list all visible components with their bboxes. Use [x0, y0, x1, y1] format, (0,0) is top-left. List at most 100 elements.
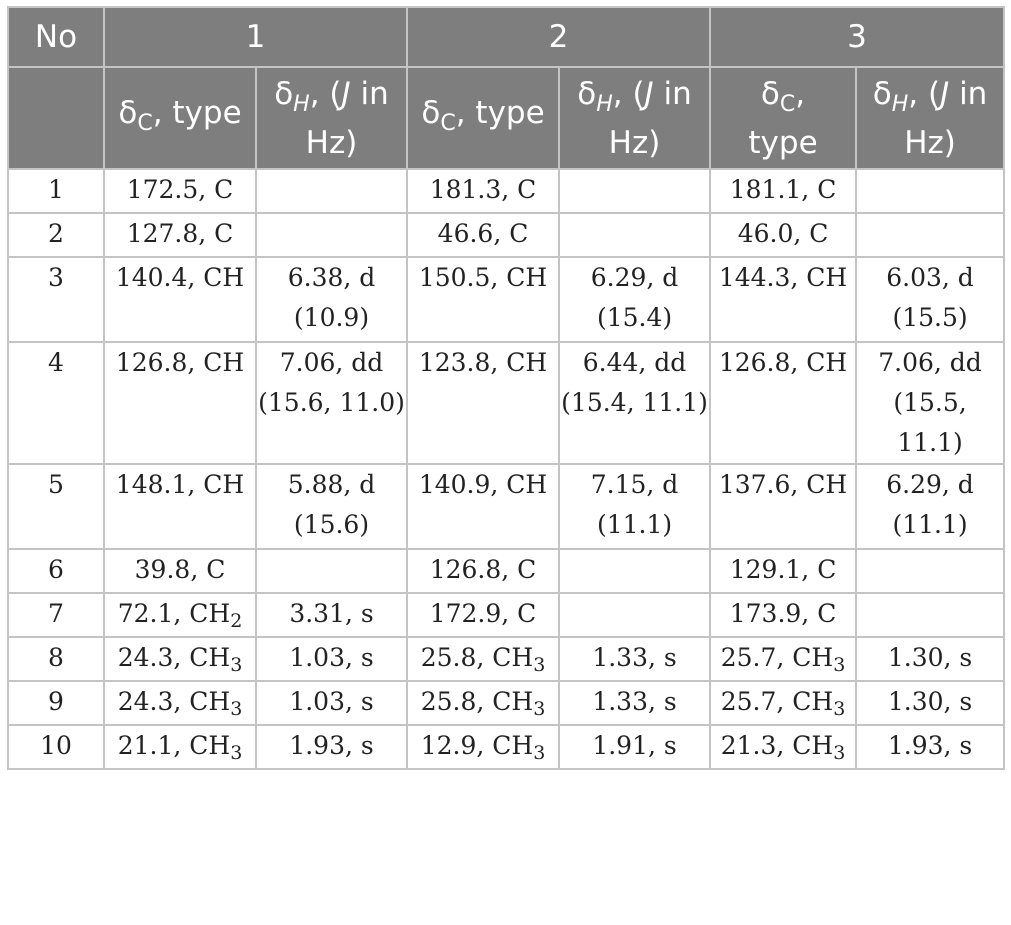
- delta-symbol: δ: [577, 75, 597, 112]
- position-number: 5: [7, 463, 105, 550]
- carbon-shift-cell-1: 24.3, CH3: [103, 680, 257, 726]
- table-body: 1 172.5, C 181.3, C 181.1, C 2 127.8, C 46.6, …: [7, 168, 1006, 770]
- hydrogen-count-subscript: 2: [230, 610, 243, 632]
- hydrogen-count-subscript: 3: [230, 654, 243, 676]
- carbon-shift-value: 173.9, C: [729, 599, 837, 628]
- carbon-shift-value: 137.6, CH: [718, 470, 848, 499]
- carbon-shift-value: 127.8, C: [126, 219, 234, 248]
- hydrogen-count-subscript: 3: [833, 654, 846, 676]
- nmr-data-table: No 1 2 3 δC, type δH, (J in Hz) δC, type …: [7, 6, 1006, 770]
- coupling-constant: (15.5): [892, 303, 968, 332]
- carbon-shift-cell-1: 172.5, C: [103, 168, 257, 214]
- carbon-shift-value: 25.8, CH: [420, 643, 534, 672]
- proton-shift-cell-3: 6.03, d (15.5): [855, 256, 1006, 343]
- proton-shift-cell-3: 1.30, s: [855, 680, 1006, 726]
- header-row-compounds: No 1 2 3: [7, 6, 1006, 68]
- proton-shift-cell-3: 1.30, s: [855, 636, 1006, 682]
- hz-text: Hz): [608, 124, 661, 161]
- proton-shift-cell-1: [254, 548, 409, 594]
- proton-shift-cell-3: 6.29, d (11.1): [855, 463, 1006, 550]
- j-letter: J: [940, 75, 950, 112]
- table-row: 4 126.8, CH 7.06, dd (15.6, 11.0) 123.8, CH 6…: [7, 341, 1006, 465]
- c-subscript: C: [137, 110, 153, 136]
- proton-shift-cell-1: 1.93, s: [254, 724, 409, 770]
- h-subscript: H: [891, 91, 909, 117]
- proton-shift-multiplicity: 7.06, dd: [878, 348, 982, 377]
- carbon-shift-cell-1: 148.1, CH: [103, 463, 257, 550]
- position-number: 3: [7, 256, 105, 343]
- carbon-shift-value: 25.7, CH: [720, 643, 834, 672]
- h-subscript: H: [293, 91, 310, 117]
- proton-shift-multiplicity: 6.38, d: [287, 263, 376, 292]
- proton-shift-multiplicity: 6.03, d: [886, 263, 974, 292]
- proton-shift-cell-2: 7.15, d (11.1): [558, 463, 712, 550]
- delta-c-type-header-1: δC, type: [103, 66, 257, 170]
- position-number: 8: [7, 636, 105, 682]
- position-number: 6: [7, 548, 105, 594]
- header-row-subcolumns: δC, type δH, (J in Hz) δC, type δH, (J in…: [7, 66, 1006, 170]
- proton-shift-multiplicity: 6.29, d: [590, 263, 679, 292]
- carbon-shift-cell-1: 126.8, CH: [103, 341, 257, 465]
- proton-shift-cell-3: [855, 212, 1006, 258]
- proton-shift-multiplicity: 7.06, dd: [279, 348, 384, 377]
- carbon-shift-value: 126.8, CH: [718, 348, 848, 377]
- proton-shift-cell-1: 5.88, d (15.6): [254, 463, 409, 550]
- compound-2-header: 2: [406, 6, 712, 68]
- delta-h-j-header-3: δH, (J in Hz): [855, 66, 1006, 170]
- carbon-shift-value: 46.6, C: [437, 219, 529, 248]
- proton-shift-cell-3: 1.93, s: [855, 724, 1006, 770]
- carbon-shift-value: 24.3, CH: [117, 643, 231, 672]
- carbon-shift-value: 181.1, C: [729, 175, 837, 204]
- carbon-shift-cell-3: 144.3, CH: [709, 256, 858, 343]
- table-row: 7 72.1, CH2 3.31, s 172.9, C 173.9, C: [7, 592, 1006, 638]
- carbon-shift-value: 148.1, CH: [115, 470, 245, 499]
- carbon-shift-cell-2: 25.8, CH3: [406, 680, 561, 726]
- proton-shift-multiplicity: 1.03, s: [289, 687, 374, 716]
- carbon-shift-cell-1: 39.8, C: [103, 548, 257, 594]
- j-letter: J: [644, 75, 654, 112]
- carbon-shift-cell-2: 25.8, CH3: [406, 636, 561, 682]
- carbon-shift-value: 172.5, C: [126, 175, 234, 204]
- carbon-shift-cell-1: 127.8, C: [103, 212, 257, 258]
- coupling-constant: (15.5, 11.1): [893, 388, 967, 457]
- carbon-shift-cell-3: 126.8, CH: [709, 341, 858, 465]
- table-row: 5 148.1, CH 5.88, d (15.6) 140.9, CH 7.15, d (…: [7, 463, 1006, 550]
- no-header: No: [7, 6, 105, 68]
- proton-shift-cell-3: [855, 548, 1006, 594]
- position-number: 2: [7, 212, 105, 258]
- proton-shift-cell-3: [855, 168, 1006, 214]
- coupling-constant: (11.1): [892, 510, 968, 539]
- hydrogen-count-subscript: 3: [833, 698, 846, 720]
- proton-shift-cell-2: [558, 168, 712, 214]
- carbon-shift-cell-3: 25.7, CH3: [709, 636, 858, 682]
- carbon-shift-value: 25.7, CH: [720, 687, 834, 716]
- carbon-shift-cell-3: 21.3, CH3: [709, 724, 858, 770]
- type-text: , type: [455, 94, 545, 131]
- proton-shift-cell-3: [855, 592, 1006, 638]
- position-number: 7: [7, 592, 105, 638]
- proton-shift-multiplicity: 5.88, d: [287, 470, 376, 499]
- carbon-shift-value: 150.5, CH: [418, 263, 548, 292]
- carbon-shift-cell-2: 140.9, CH: [406, 463, 561, 550]
- proton-shift-cell-2: 1.91, s: [558, 724, 712, 770]
- proton-shift-multiplicity: 1.93, s: [289, 731, 374, 760]
- coupling-constant: (15.4): [596, 303, 673, 332]
- hydrogen-count-subscript: 3: [833, 742, 846, 764]
- carbon-shift-value: 126.8, C: [429, 555, 537, 584]
- carbon-shift-value: 46.0, C: [737, 219, 829, 248]
- carbon-shift-cell-1: 24.3, CH3: [103, 636, 257, 682]
- j-in-text: in: [350, 75, 389, 112]
- coupling-constant: (15.4, 11.1): [561, 388, 708, 417]
- h-subscript: H: [596, 91, 613, 117]
- carbon-shift-cell-1: 72.1, CH2: [103, 592, 257, 638]
- carbon-shift-value: 123.8, CH: [418, 348, 548, 377]
- table-row: 9 24.3, CH3 1.03, s 25.8, CH3 1.33, s 25.7, C…: [7, 680, 1006, 726]
- proton-shift-cell-1: 3.31, s: [254, 592, 409, 638]
- proton-shift-cell-1: 1.03, s: [254, 636, 409, 682]
- carbon-shift-value: 39.8, C: [134, 555, 226, 584]
- proton-shift-multiplicity: 1.30, s: [887, 643, 973, 672]
- proton-shift-multiplicity: 1.91, s: [592, 731, 677, 760]
- table-row: 1 172.5, C 181.3, C 181.1, C: [7, 168, 1006, 214]
- hz-text: Hz): [904, 124, 956, 161]
- compound-3-header: 3: [709, 6, 1006, 68]
